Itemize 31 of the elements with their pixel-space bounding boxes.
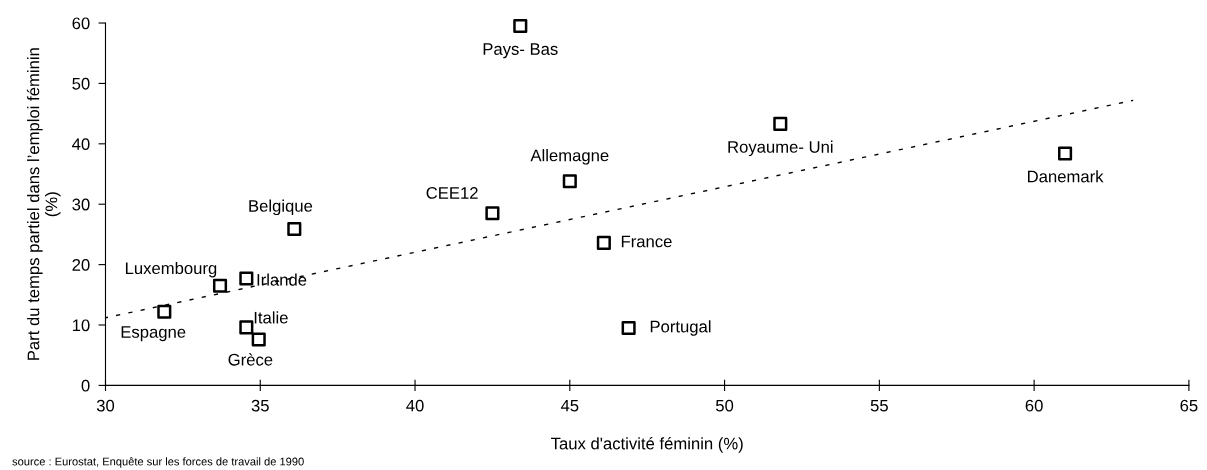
annotation: Italie [254, 311, 288, 324]
x-tick-label: 60 [1025, 399, 1043, 412]
y-tick-label: 40 [72, 138, 90, 151]
annotation: Belgique [249, 199, 313, 216]
y-tick-label: 10 [72, 319, 90, 332]
annotation: Espagne [121, 326, 186, 342]
y-tick-label: 20 [72, 259, 90, 271]
y-tick-label: 0 [81, 379, 90, 392]
annotation: Royaume- Uni [728, 140, 833, 157]
annotation: Luxembourg [125, 261, 217, 278]
annotation: Grèce [228, 353, 273, 366]
x-tick-label: 35 [251, 399, 269, 412]
x-tick-label: 55 [870, 399, 888, 412]
x-tick-label: 40 [406, 399, 424, 412]
annotation: CEE12 [426, 187, 478, 199]
y-tick-label: 60 [72, 17, 90, 30]
y-tick-label: 50 [72, 77, 90, 90]
annotation: France [621, 235, 672, 248]
x-tick-label: 30 [96, 399, 115, 412]
y-axis-title: Part du temps partiel dans l’emploi féminin (%) [26, 48, 61, 360]
annotation: Irlande [257, 273, 307, 286]
x-tick-label: 65 [1180, 399, 1198, 412]
annotation: Allemagne [530, 149, 609, 165]
y-tick-label: 30 [72, 198, 90, 211]
x-tick-label: 45 [560, 399, 579, 412]
annotation: Portugal [650, 320, 711, 336]
source-note: source : Eurostat, Enquête sur les forces de travail de 1990 [12, 457, 304, 468]
annotation: Danemark [1028, 170, 1104, 183]
annotation: Pays- Bas [483, 43, 558, 59]
x-tick-label: 50 [715, 399, 734, 412]
x-axis-title: Taux d'activité féminin (%) [551, 437, 743, 453]
